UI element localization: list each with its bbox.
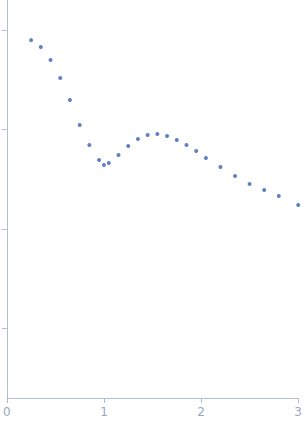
svg-text:2: 2 — [197, 405, 205, 419]
svg-text:1: 1 — [100, 405, 108, 419]
svg-text:0: 0 — [3, 405, 11, 419]
svg-text:3: 3 — [294, 405, 302, 419]
